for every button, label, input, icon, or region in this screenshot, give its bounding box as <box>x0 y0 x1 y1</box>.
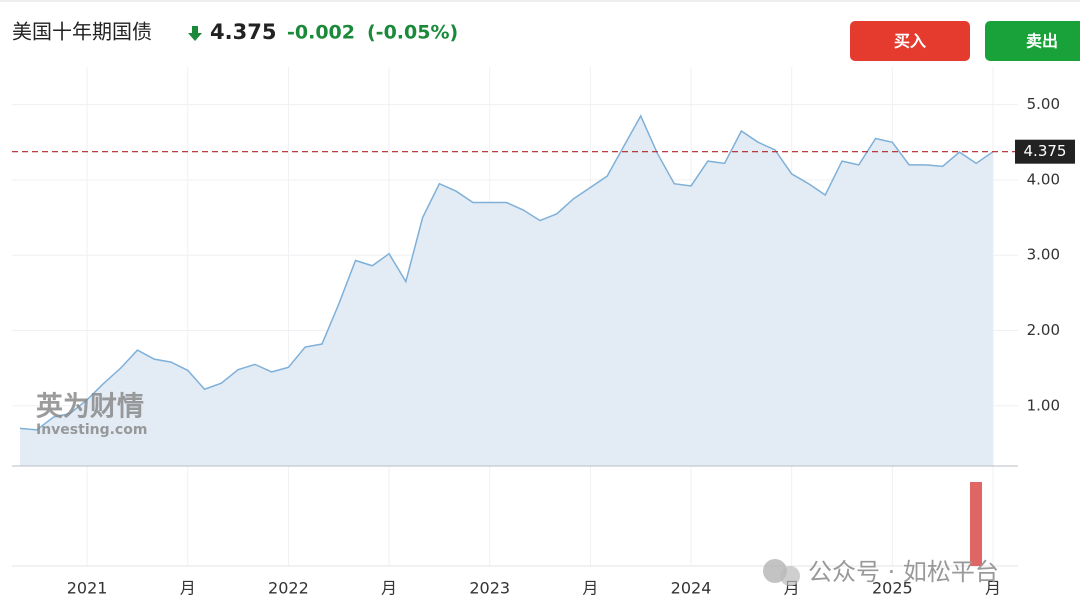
footer-watermark: 公众号 · 如松平台 <box>808 558 999 586</box>
buy-label[interactable]: 买入 <box>894 32 926 51</box>
current-value-label: 4.375 <box>1024 142 1067 160</box>
buy-button[interactable] <box>850 21 970 61</box>
sell-button[interactable] <box>985 21 1080 61</box>
price: 4.375 <box>210 20 276 44</box>
x-tick-label: 2025 <box>872 579 913 598</box>
x-tick-label: 2024 <box>671 579 712 598</box>
x-tick-label: 月 <box>985 579 1001 598</box>
plot: 1.00 2.00 3.00 4.00 5.00 2021 月 2022 月 2023 月 2024 月… <box>12 67 1075 598</box>
x-tick-label: 2023 <box>469 579 510 598</box>
down-arrow <box>188 26 202 41</box>
watermark-en: Investing.com <box>36 422 147 438</box>
x-tick-label: 月 <box>582 579 598 598</box>
x-tick-label: 2022 <box>268 579 309 598</box>
y-tick-label: 1.00 <box>1027 396 1060 414</box>
y-tick-label: 5.00 <box>1027 95 1060 113</box>
x-tick-label: 2021 <box>67 579 108 598</box>
line <box>19 114 994 431</box>
y-tick-label: 3.00 <box>1027 246 1060 264</box>
instrument-title: 美国十年期国债 <box>12 20 152 44</box>
area-fill <box>20 115 993 466</box>
wechat-icon <box>780 566 800 586</box>
y-tick-label: 4.00 <box>1027 170 1060 188</box>
current-value-box <box>1015 139 1075 164</box>
x-tick-label: 月 <box>381 579 397 598</box>
volume-bar <box>970 482 982 566</box>
watermark-cn: 英为财情 <box>36 392 144 423</box>
change: -0.002 <box>287 22 355 44</box>
x-tick-label: 月 <box>180 579 196 598</box>
change-pct: (-0.05%) <box>367 22 458 44</box>
y-tick-label: 2.00 <box>1027 321 1060 339</box>
sell-label[interactable]: 卖出 <box>1026 32 1058 51</box>
